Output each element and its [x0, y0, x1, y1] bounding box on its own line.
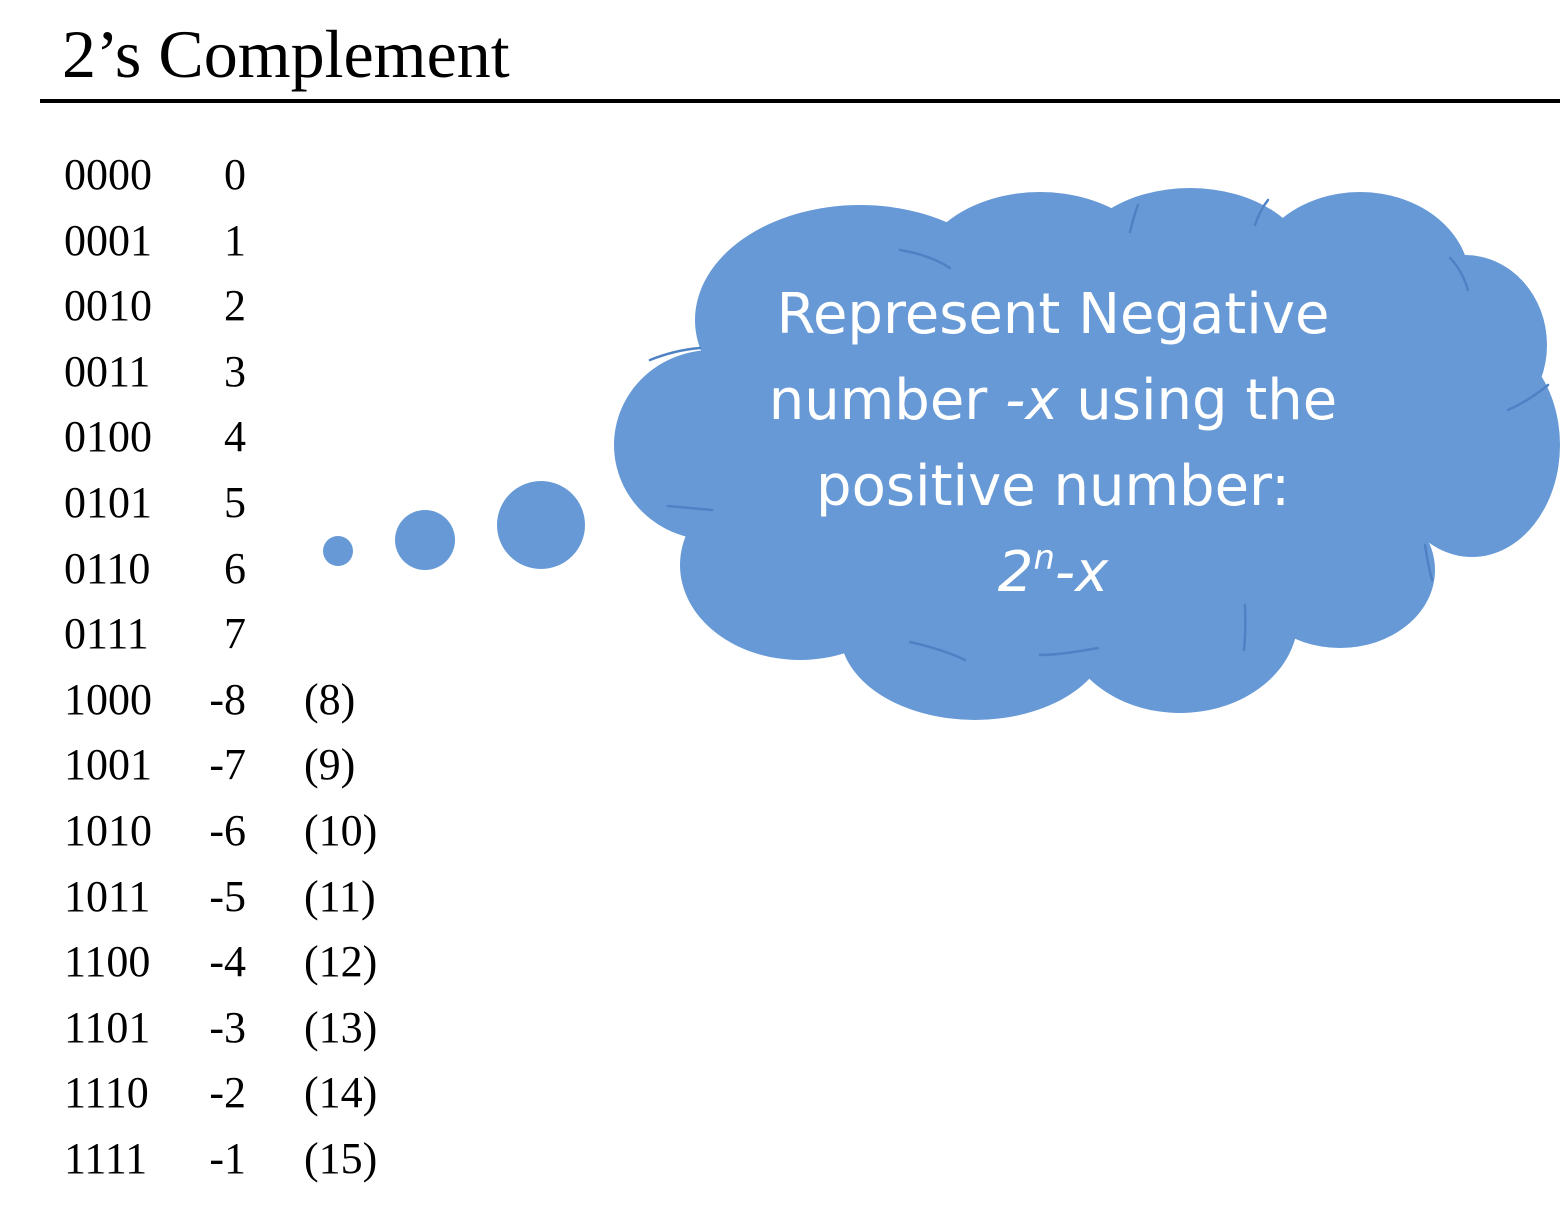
- signed-value: 1: [224, 215, 246, 265]
- unsigned-value: (15): [304, 1133, 378, 1183]
- table-row: 1111 -1 (15): [0, 1126, 420, 1192]
- binary-table: 0000 0 0001 1 0010 2 0011 3 0100 4 0101 …: [0, 142, 420, 1192]
- unsigned-value: (10): [304, 805, 378, 855]
- bit-pattern: 0001: [64, 215, 152, 265]
- table-row: 1001 -7 (9): [0, 732, 420, 798]
- bit-pattern: 1111: [64, 1133, 148, 1183]
- table-row: 0100 4: [0, 404, 420, 470]
- variable-x: -x: [1005, 368, 1059, 433]
- formula-base: 2: [997, 540, 1034, 605]
- signed-value: 3: [224, 346, 246, 396]
- signed-value: -1: [209, 1133, 246, 1183]
- signed-value: 6: [224, 543, 246, 593]
- table-row: 1010 -6 (10): [0, 798, 420, 864]
- cloud-line-3: positive number:: [816, 454, 1290, 519]
- table-row: 0001 1: [0, 208, 420, 274]
- signed-value: -8: [209, 674, 246, 724]
- bit-pattern: 1010: [64, 805, 152, 855]
- bit-pattern: 0010: [64, 281, 152, 331]
- cloud-contour-lines: [648, 198, 1550, 662]
- bit-pattern: 1011: [64, 871, 151, 921]
- unsigned-value: (13): [304, 1002, 378, 1052]
- bit-pattern: 1001: [64, 740, 152, 790]
- signed-value: -7: [209, 740, 246, 790]
- bit-pattern: 0100: [64, 412, 152, 462]
- bit-pattern: 0011: [64, 346, 151, 396]
- table-row: 1100 -4 (12): [0, 929, 420, 995]
- signed-value: 7: [224, 609, 246, 659]
- slide-title: 2’s Complement: [62, 16, 510, 92]
- cloud-text: Represent Negative number -x using the p…: [718, 272, 1388, 616]
- table-row: 0010 2: [0, 273, 420, 339]
- cloud-line-2-end: using the: [1058, 368, 1338, 433]
- table-row: 0000 0: [0, 142, 420, 208]
- thought-dot-large: [497, 481, 585, 569]
- table-row: 1101 -3 (13): [0, 995, 420, 1061]
- formula-exponent: n: [1033, 538, 1055, 578]
- signed-value: 0: [224, 150, 246, 199]
- bit-pattern: 1110: [64, 1068, 149, 1118]
- signed-value: 4: [224, 412, 246, 462]
- bit-pattern: 0110: [64, 543, 151, 593]
- bit-pattern: 0111: [64, 609, 149, 659]
- table-row: 0011 3: [0, 339, 420, 405]
- table-row: 1011 -5 (11): [0, 864, 420, 930]
- cloud-formula: 2n-x: [718, 530, 1388, 616]
- table-row: 0111 7: [0, 601, 420, 667]
- formula-tail: -x: [1054, 540, 1109, 605]
- table-row: 1000 -8 (8): [0, 667, 420, 733]
- bit-pattern: 1000: [64, 674, 152, 724]
- bit-pattern: 1101: [64, 1002, 151, 1052]
- signed-value: -4: [209, 937, 246, 987]
- cloud-line-1: Represent Negative: [776, 282, 1330, 347]
- bit-pattern: 0000: [64, 150, 152, 199]
- signed-value: -3: [209, 1002, 246, 1052]
- signed-value: 2: [224, 281, 246, 331]
- unsigned-value: (11): [304, 871, 376, 921]
- table-row: 0101 5: [0, 470, 420, 536]
- table-row: 0110 6: [0, 536, 420, 602]
- bit-pattern: 0101: [64, 477, 152, 527]
- cloud-line-2: number -x using the: [718, 358, 1388, 444]
- bit-pattern: 1100: [64, 937, 151, 987]
- signed-value: -2: [209, 1068, 246, 1118]
- unsigned-value: (9): [304, 740, 356, 790]
- thought-dot-medium: [395, 510, 455, 570]
- signed-value: 5: [224, 477, 246, 527]
- unsigned-value: (8): [304, 674, 356, 724]
- signed-value: -5: [209, 871, 246, 921]
- signed-value: -6: [209, 805, 246, 855]
- unsigned-value: (12): [304, 937, 378, 987]
- title-divider: [40, 99, 1560, 103]
- unsigned-value: (14): [304, 1068, 378, 1118]
- thought-dot-small: [323, 536, 353, 566]
- cloud-line-2-start: number: [768, 368, 1006, 433]
- table-row: 1110 -2 (14): [0, 1060, 420, 1126]
